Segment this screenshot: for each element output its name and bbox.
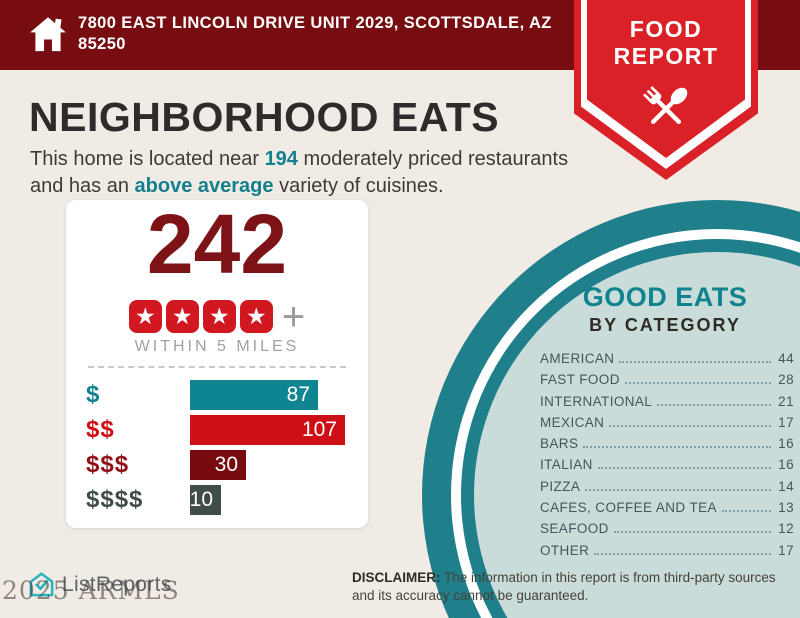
good-eats-subtitle: BY CATEGORY [589,315,741,335]
disclaimer: DISCLAIMER: The information in this repo… [352,569,786,604]
food-report-badge: FOOD REPORT [574,0,758,180]
price-bar-row: $$ 107 [86,415,348,445]
good-eats-panel: GOOD EATS BY CATEGORY AMERICAN 44 FAST FOO… [532,282,798,564]
page-subtitle: This home is located near 194 moderately… [30,146,575,199]
price-bar-value: 107 [301,418,337,441]
property-address: 7800 EAST LINCOLN DRIVE UNIT 2029, SCOTT… [78,14,552,54]
star-icon: ★ [165,300,199,333]
category-name: BARS [540,436,579,452]
subtitle-part3: variety of cuisines. [273,174,444,197]
dotted-leader [585,488,771,491]
good-eats-title: GOOD EATS [582,282,748,312]
subtitle-part1: This home is located near [30,148,265,170]
star-icon: ★ [128,300,162,333]
category-count: 13 [778,500,794,516]
category-row: CAFES, COFFEE AND TEA 13 [540,500,794,521]
dotted-leader [594,552,771,555]
category-name: CAFES, COFFEE AND TEA [540,500,717,516]
rating-stars: ★ ★ ★ ★ + [66,294,368,339]
category-row: OTHER 17 [540,543,794,564]
restaurant-summary-card: 242 ★ ★ ★ ★ + WITHIN 5 MILES $87 $$ 107 $$$ 30 $$… [66,200,368,528]
dotted-leader [619,361,771,363]
category-name: AMERICAN [540,351,615,366]
category-count: 12 [778,521,794,537]
category-count: 17 [778,542,794,558]
disclaimer-text: The information in this report is from t… [352,570,776,603]
page-title: NEIGHBORHOOD EATS [29,94,500,140]
category-count: 28 [778,372,794,388]
card-divider [88,366,346,368]
category-row: ITALIAN 16 [540,457,794,478]
price-bar-value: 30 [214,453,238,476]
dotted-leader [597,467,771,470]
price-level-label: $$$ [86,451,130,478]
category-name: MEXICAN [540,414,605,430]
armls-watermark: 2025 ARMLS [2,576,180,605]
category-row: SEAFOOD 12 [540,521,794,542]
category-count: 17 [778,414,794,430]
dotted-leader [609,424,771,427]
price-bar-value: 87 [286,383,310,406]
category-row: PIZZA 14 [540,479,794,500]
dotted-leader [583,446,771,449]
category-name: FAST FOOD [540,372,620,388]
dotted-leader [624,382,771,385]
spoon-fork-icon [643,86,688,125]
price-bar-row: $$$$ 10 [86,485,348,515]
price-bar-row: $87 [86,380,348,410]
variety-rating: above average [134,174,274,197]
category-name: INTERNATIONAL [540,393,653,409]
category-count: 16 [778,436,794,452]
category-row: INTERNATIONAL 21 [540,394,794,415]
category-name: SEAFOOD [540,521,609,537]
star-icon: ★ [239,300,273,333]
disclaimer-label: DISCLAIMER: [352,570,441,585]
dotted-leader [613,531,771,534]
price-level-label: $$$$ [86,486,144,513]
price-bar: 10 [190,485,221,515]
star-icon: ★ [202,300,236,333]
home-icon [30,17,66,52]
price-bar-row: $$$ 30 [86,450,348,480]
dotted-leader [721,510,771,513]
badge-line1: FOOD [629,16,703,42]
badge-title: FOOD REPORT [574,16,758,70]
price-bars: $87 $$ 107 $$$ 30 $$$$ 10 [86,380,348,520]
category-row: BARS 16 [540,436,794,457]
category-count: 21 [778,393,794,409]
listreports-house-icon [29,572,54,597]
price-level-label: $ [86,381,101,408]
category-name: OTHER [540,542,590,558]
price-level-label: $$ [86,416,115,443]
category-count: 44 [778,351,794,366]
category-count: 16 [778,457,794,473]
listreports-logo: ListReports [28,571,172,598]
category-count: 14 [778,478,794,494]
price-bar: 107 [190,415,345,445]
price-bar-value: 10 [189,488,213,511]
dotted-leader [657,403,771,406]
restaurant-count: 194 [264,148,298,170]
listreports-logo-text: ListReports [62,572,172,596]
subtitle-part2: moderately priced restaurants and has an [30,148,569,197]
category-row: FAST FOOD 28 [540,372,794,393]
radius-label: WITHIN 5 MILES [134,338,300,355]
price-bar: 87 [190,380,318,410]
price-bar: 30 [190,450,246,480]
plus-sign: + [281,294,306,339]
total-restaurants: 242 [146,197,288,291]
badge-line2: REPORT [613,43,719,70]
category-name: ITALIAN [540,457,593,473]
category-row: MEXICAN 17 [540,415,794,436]
category-name: PIZZA [540,478,581,494]
category-row: AMERICAN 44 [540,351,794,372]
category-list: AMERICAN 44 FAST FOOD 28 INTERNATIONAL 21 MEXI… [532,351,798,564]
